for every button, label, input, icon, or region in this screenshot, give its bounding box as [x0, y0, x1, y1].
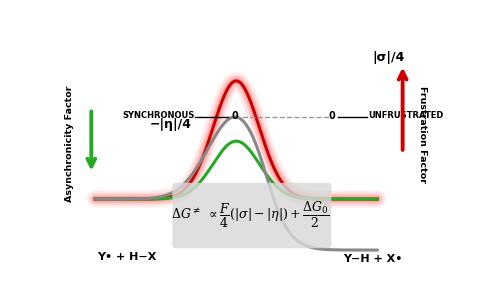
Text: Asynchronicity Factor: Asynchronicity Factor: [65, 85, 74, 202]
Text: UNFRUSTRATED: UNFRUSTRATED: [369, 111, 444, 120]
Text: SYNCHRONOUS: SYNCHRONOUS: [123, 111, 195, 120]
Text: 0: 0: [231, 111, 238, 121]
Text: $\Delta G^{\neq}\ \propto\dfrac{F}{4}(|\sigma|-|\eta|)+\dfrac{\Delta G_0}{2}$: $\Delta G^{\neq}\ \propto\dfrac{F}{4}(|\…: [171, 200, 329, 230]
Text: 0: 0: [329, 111, 336, 121]
Text: −|η|/4: −|η|/4: [150, 119, 192, 131]
Text: Frustration Factor: Frustration Factor: [418, 86, 427, 183]
Text: Y• + H−X: Y• + H−X: [97, 252, 156, 262]
Text: Y−H + X•: Y−H + X•: [344, 254, 403, 264]
Text: |σ|/4: |σ|/4: [373, 51, 405, 64]
FancyBboxPatch shape: [172, 183, 331, 248]
